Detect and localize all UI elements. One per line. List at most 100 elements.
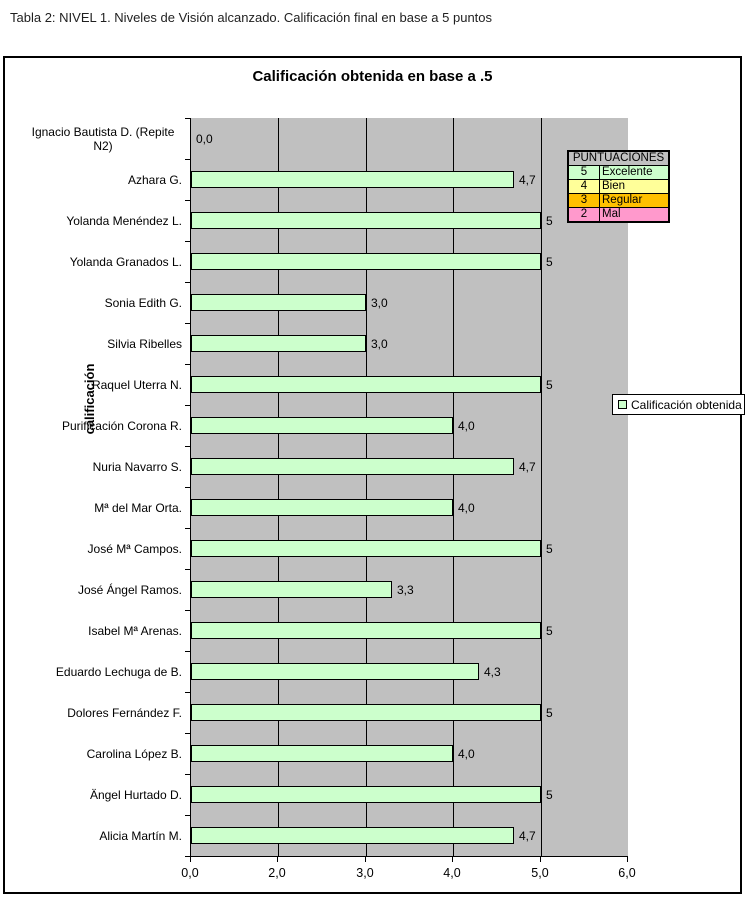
- category-label-text: Eduardo Lechuga de B.: [55, 664, 182, 679]
- y-axis-tick: [185, 692, 190, 693]
- bar: [191, 786, 541, 803]
- bar-value-label: 5: [546, 214, 553, 228]
- y-axis-tick: [185, 405, 190, 406]
- bar-value-label: 4,0: [458, 501, 475, 515]
- y-axis-tick: [185, 200, 190, 201]
- category-label-text: Carolina López B.: [86, 746, 182, 761]
- category-label: Azhara G.: [7, 159, 182, 200]
- y-axis-tick: [185, 364, 190, 365]
- score-table-row: 4 Bien: [567, 179, 670, 194]
- category-label: Eduardo Lechuga de B.: [7, 651, 182, 692]
- score-value: 5: [567, 165, 600, 180]
- bar-value-label: 5: [546, 255, 553, 269]
- category-label: Purificación Corona R.: [7, 405, 182, 446]
- score-value: 2: [567, 207, 600, 223]
- bar: [191, 540, 541, 557]
- legend-label: Calificación obtenida: [631, 397, 742, 412]
- x-axis-label: 5,0: [531, 866, 549, 880]
- bar-value-label: 4,7: [519, 173, 536, 187]
- category-label-text: José Ángel Ramos.: [77, 582, 182, 597]
- score-label: Excelente: [599, 165, 670, 180]
- y-axis-tick: [185, 528, 190, 529]
- x-axis-label: 0,0: [181, 866, 199, 880]
- y-axis-tick: [185, 733, 190, 734]
- chart-frame: Calificación obtenida en base a .5 calif…: [3, 56, 745, 894]
- y-axis-tick: [185, 323, 190, 324]
- bar: [191, 581, 392, 598]
- category-label-text: Silvia Ribelles: [107, 336, 182, 351]
- category-label: Ignacio Bautista D. (Repite N2): [7, 118, 182, 159]
- bar-value-label: 4,7: [519, 829, 536, 843]
- y-axis-tick: [185, 774, 190, 775]
- x-axis-tick: [627, 857, 628, 862]
- category-label-text: José Mª Campos.: [87, 541, 182, 556]
- category-label-text: Purificación Corona R.: [61, 418, 182, 433]
- bar-value-label: 5: [546, 378, 553, 392]
- score-table-title: PUNTUACIONES: [567, 150, 670, 166]
- bar: [191, 458, 514, 475]
- category-label-text: Yolanda Granados L.: [69, 254, 182, 269]
- x-axis-label: 4,0: [443, 866, 461, 880]
- score-legend-table: PUNTUACIONES 5 Excelente 4 Bien 3 Regular 2 Mal: [567, 150, 670, 223]
- x-axis-tick: [277, 857, 278, 862]
- bar-value-label: 5: [546, 706, 553, 720]
- score-table-row: 3 Regular: [567, 193, 670, 208]
- category-label: Yolanda Menéndez L.: [7, 200, 182, 241]
- legend-marker-icon: [618, 400, 627, 409]
- x-axis-label: 6,0: [618, 866, 636, 880]
- score-label: Regular: [599, 193, 670, 208]
- category-label-text: Nuria Navarro S.: [92, 459, 182, 474]
- y-axis-tick: [185, 856, 190, 857]
- category-label: Dolores Fernández F.: [7, 692, 182, 733]
- category-label: Carolina López B.: [7, 733, 182, 774]
- plot-area: 0,0 4,7 5 5 3,0 3,0 5 4,0 4,7 4,0 5 3,3 5 4,3 5 4,0 5 4,7: [190, 118, 628, 857]
- chart-title: Calificación obtenida en base a .5: [252, 68, 493, 85]
- category-label-text: Isabel Mª Arenas.: [88, 623, 182, 638]
- category-label: Raquel Uterra N.: [7, 364, 182, 405]
- category-label-text: Azhara G.: [127, 172, 182, 187]
- category-label: José Mª Campos.: [7, 528, 182, 569]
- score-value: 4: [567, 179, 600, 194]
- x-axis-label: 2,0: [268, 866, 286, 880]
- category-label: Sonia Edith G.: [7, 282, 182, 323]
- bar: [191, 827, 514, 844]
- x-axis-tick: [452, 857, 453, 862]
- bar: [191, 704, 541, 721]
- y-axis-tick: [185, 815, 190, 816]
- x-axis-tick: [540, 857, 541, 862]
- score-table-row: 2 Mal: [567, 207, 670, 223]
- bar: [191, 499, 453, 516]
- y-axis-tick: [185, 446, 190, 447]
- category-label: Alicia Martín M.: [7, 815, 182, 856]
- category-label-text: Mª del Mar Orta.: [94, 500, 182, 515]
- bar: [191, 376, 541, 393]
- bar: [191, 294, 366, 311]
- y-axis-tick: [185, 651, 190, 652]
- score-label: Mal: [599, 207, 670, 223]
- bar-value-label: 0,0: [196, 132, 213, 146]
- bar-value-label: 3,0: [371, 296, 388, 310]
- category-label: Mª del Mar Orta.: [7, 487, 182, 528]
- bar: [191, 335, 366, 352]
- bar: [191, 622, 541, 639]
- bar-value-label: 4,7: [519, 460, 536, 474]
- bar: [191, 745, 453, 762]
- x-axis-label: 3,0: [356, 866, 374, 880]
- y-axis-tick: [185, 282, 190, 283]
- series-legend: Calificación obtenida: [612, 394, 745, 415]
- category-label: Yolanda Granados L.: [7, 241, 182, 282]
- bar-value-label: 4,0: [458, 419, 475, 433]
- gridline: [278, 118, 279, 856]
- bar: [191, 663, 479, 680]
- gridline: [541, 118, 542, 856]
- table-caption: Tabla 2: NIVEL 1. Niveles de Visión alca…: [10, 10, 493, 25]
- category-label-text: Dolores Fernández F.: [67, 705, 182, 720]
- x-axis-tick: [365, 857, 366, 862]
- score-label: Bien: [599, 179, 670, 194]
- score-value: 3: [567, 193, 600, 208]
- y-axis-tick: [185, 569, 190, 570]
- bar-value-label: 5: [546, 788, 553, 802]
- bar-value-label: 5: [546, 624, 553, 638]
- y-axis-tick: [185, 487, 190, 488]
